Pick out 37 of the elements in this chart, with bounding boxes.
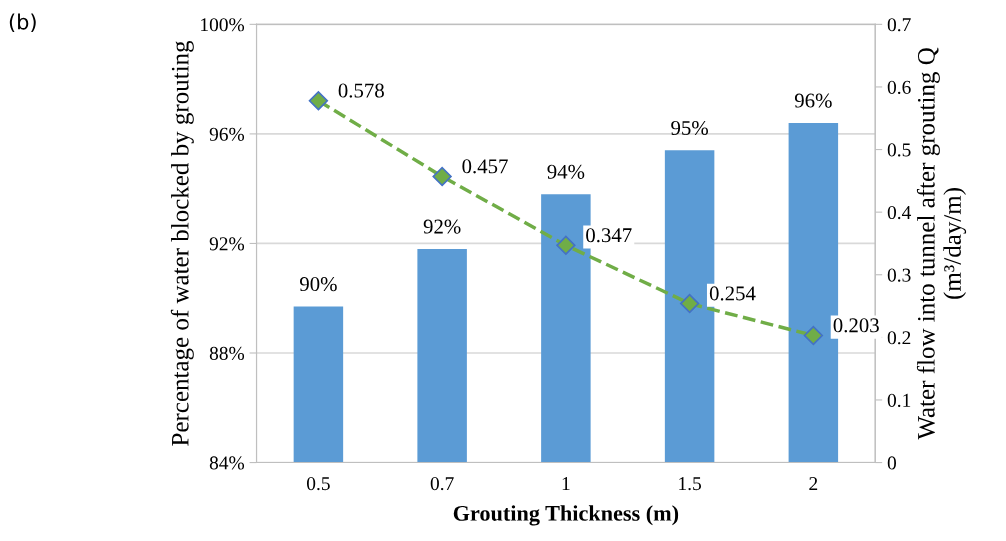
x-tick-label: 2 (809, 477, 818, 490)
y-tick-label: 100% (201, 18, 245, 32)
x-tick-label: 1.5 (679, 477, 702, 491)
x-tick-label: 1 (562, 477, 570, 490)
data-label: 0.254 (709, 286, 756, 301)
point (679, 293, 700, 314)
data-label: 95% (671, 120, 708, 136)
y2-tick-label: 0.3 (887, 268, 911, 282)
y-tick-label: 92% (209, 237, 245, 251)
x-axis-title: Grouting Thickness (m) (453, 505, 679, 526)
text: (b) (9, 13, 36, 33)
y2-tick-label: 0.2 (887, 331, 911, 345)
data-label: 0.347 (586, 228, 632, 243)
data-label: 0.457 (462, 159, 508, 174)
y2-tick-label: 0.5 (887, 143, 911, 157)
y-tick-label: 84% (209, 456, 245, 470)
y2-tick-label: 0.1 (887, 393, 911, 407)
x-tick-label: 0.7 (430, 477, 454, 491)
y2-tick-label: 0.6 (887, 80, 911, 94)
data-label: 94% (547, 164, 585, 179)
y2-tick-label: 0.4 (887, 205, 912, 220)
y-axis-title: Percentage of water blocked by grouting (170, 40, 194, 446)
y2-tick-label: 0.7 (887, 18, 911, 32)
y2-axis-title: Water flow into tunnel after grouting Q (m³/day/m) (916, 47, 967, 440)
y-tick-label: 96% (209, 127, 245, 141)
point (556, 235, 576, 256)
data-label: 0.578 (338, 83, 384, 98)
point (432, 166, 452, 187)
point (803, 325, 824, 346)
x-tick-label: 0.5 (306, 477, 330, 491)
y2-tick-label: 0 (887, 456, 897, 470)
data-label: 96% (794, 93, 832, 108)
y-tick-label: 88% (209, 346, 245, 360)
data-label: 90% (299, 277, 337, 292)
point (308, 91, 329, 111)
data-label: 92% (423, 219, 461, 234)
data-label: 0.203 (833, 318, 879, 333)
